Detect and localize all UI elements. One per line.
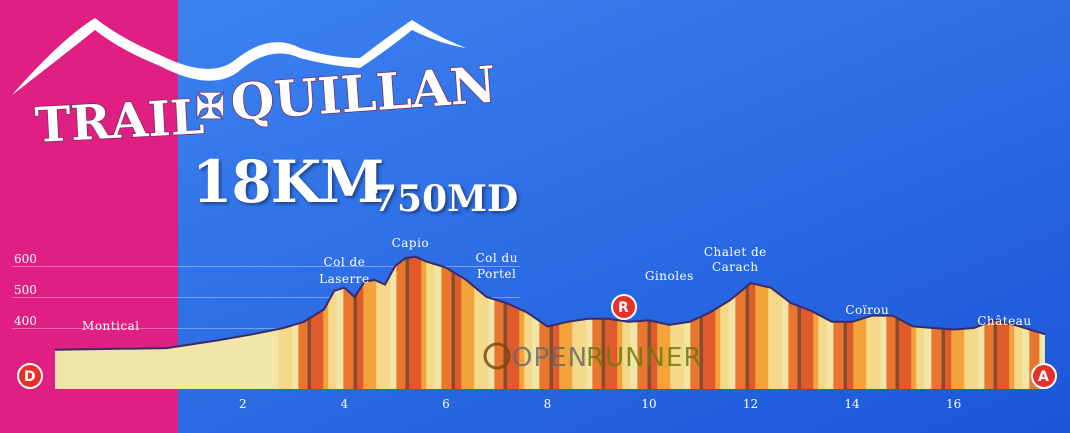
x-tick-label: 4 bbox=[341, 397, 349, 411]
openrunner-logo-icon bbox=[483, 342, 511, 370]
start-marker: D bbox=[17, 363, 43, 389]
occitan-cross-icon: ✠ bbox=[196, 87, 225, 127]
finish-marker-label: A bbox=[1038, 369, 1049, 385]
distance-stat: 18KM bbox=[192, 148, 384, 216]
x-tick-label: 12 bbox=[743, 397, 758, 411]
x-tick-label: 8 bbox=[544, 397, 552, 411]
place-label: Col de bbox=[323, 255, 365, 269]
finish-marker: A bbox=[1031, 363, 1057, 389]
mountain-logo-icon bbox=[12, 18, 466, 95]
place-label: Chalet de bbox=[704, 245, 767, 259]
profile-line bbox=[54, 255, 1046, 351]
place-label: Portel bbox=[477, 267, 516, 281]
openrunner-watermark: OPEN RUNNER bbox=[483, 342, 703, 373]
x-tick-label: 6 bbox=[442, 397, 450, 411]
watermark-prefix: OPEN bbox=[512, 343, 588, 373]
x-tick-label: 16 bbox=[946, 397, 961, 411]
y-tick-label: 600 bbox=[14, 252, 37, 266]
place-annotations: Montical Col de Laserre Capio Col du Portel Gi… bbox=[82, 236, 1031, 333]
place-label: Carach bbox=[712, 260, 759, 274]
place-label: Château bbox=[977, 314, 1031, 328]
x-tick-label: 2 bbox=[239, 397, 247, 411]
y-tick-label: 500 bbox=[14, 283, 37, 297]
y-tick-label: 400 bbox=[14, 314, 37, 328]
place-label: Ginoles bbox=[645, 269, 694, 283]
logo-quillan: QUILLAN bbox=[229, 55, 498, 132]
place-label: Montical bbox=[82, 319, 140, 333]
elevation-stat: 750MD bbox=[372, 178, 519, 220]
logo-trail: TRAIL bbox=[34, 89, 206, 154]
place-label: Coïrou bbox=[845, 303, 889, 317]
refreshment-marker: R bbox=[611, 294, 637, 320]
place-label: Laserre bbox=[319, 272, 369, 286]
start-marker-label: D bbox=[24, 369, 36, 385]
x-axis-labels: 2 4 6 8 10 12 14 16 bbox=[239, 397, 961, 411]
place-label: Capio bbox=[392, 236, 430, 250]
refreshment-marker-label: R bbox=[618, 300, 629, 316]
watermark-suffix: RUNNER bbox=[586, 343, 703, 373]
y-axis-labels: 400 500 600 bbox=[14, 252, 37, 328]
x-tick-label: 10 bbox=[641, 397, 656, 411]
x-tick-label: 14 bbox=[844, 397, 860, 411]
place-label: Col du bbox=[475, 251, 517, 265]
